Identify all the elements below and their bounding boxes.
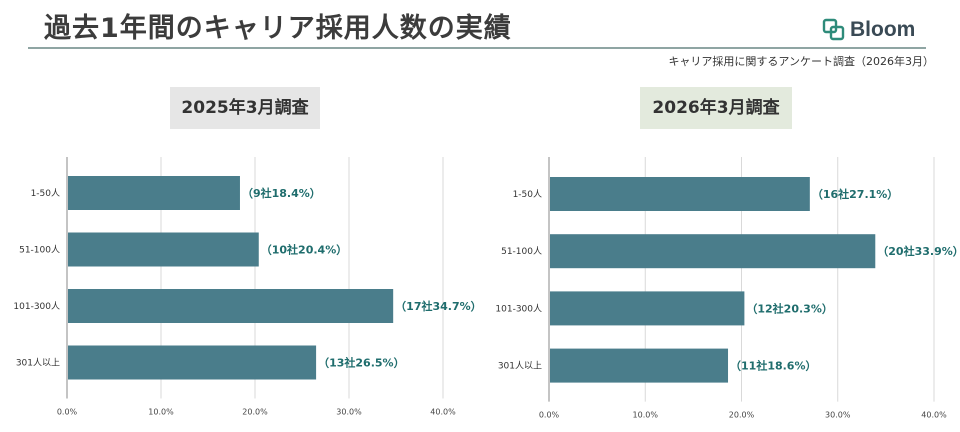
x-tick-label-2025-1: 10.0% (148, 408, 174, 417)
page-title: 過去1年間のキャリア採用人数の実績 (44, 13, 512, 44)
data-label-2026-0: （16社27.1%） (812, 187, 898, 201)
data-label-2025-3: （13社26.5%） (318, 356, 404, 370)
survey-subtitle: キャリア採用に関するアンケート調査（2026年3月） (668, 55, 934, 68)
chart-title-2026: 2026年3月調査 (640, 87, 792, 129)
x-tick-label-2026-4: 40.0% (921, 411, 947, 420)
data-label-2026-1: （20社33.9%） (877, 244, 960, 258)
bar-2025-2 (68, 289, 394, 323)
title-divider (28, 47, 926, 49)
x-tick-label-2026-3: 30.0% (825, 411, 851, 420)
bloom-logo-icon (822, 18, 845, 41)
x-tick-label-2025-0: 0.0% (57, 408, 78, 417)
bar-2025-3 (68, 345, 317, 380)
x-tick-label-2025-2: 20.0% (242, 408, 268, 417)
x-tick-label-2026-2: 20.0% (729, 411, 755, 420)
bar-2026-2 (550, 291, 745, 326)
x-tick-label-2025-4: 40.0% (430, 408, 456, 417)
logo: Bloom (822, 18, 915, 42)
logo-text: Bloom (850, 18, 916, 41)
bar-2025-0 (68, 176, 240, 210)
bar-2026-3 (550, 348, 729, 383)
x-tick-label-2026-1: 10.0% (633, 411, 659, 420)
category-label-2026-3: 301人以上 (498, 361, 542, 372)
category-label-2025-2: 101-300人 (13, 301, 60, 312)
x-tick-label-2026-0: 0.0% (539, 411, 560, 420)
category-label-2025-3: 301人以上 (16, 358, 60, 369)
bar-2025-1 (68, 232, 259, 267)
category-label-2026-1: 51-100人 (501, 246, 542, 257)
data-label-2025-1: （10社20.4%） (261, 243, 347, 257)
x-tick-label-2025-3: 30.0% (336, 408, 362, 417)
category-label-2025-0: 1-50人 (31, 188, 60, 199)
bar-2026-0 (550, 177, 810, 211)
bar-2026-1 (550, 234, 876, 269)
category-label-2026-2: 101-300人 (495, 303, 542, 314)
data-label-2025-2: （17社34.7%） (395, 299, 481, 313)
data-label-2026-2: （12社20.3%） (746, 301, 832, 315)
data-label-2026-3: （11社18.6%） (730, 359, 816, 373)
chart-title-2025: 2025年3月調査 (170, 87, 320, 129)
category-label-2025-1: 51-100人 (19, 245, 60, 256)
category-label-2026-0: 1-50人 (513, 189, 542, 200)
data-label-2025-0: （9社18.4%） (242, 186, 321, 200)
